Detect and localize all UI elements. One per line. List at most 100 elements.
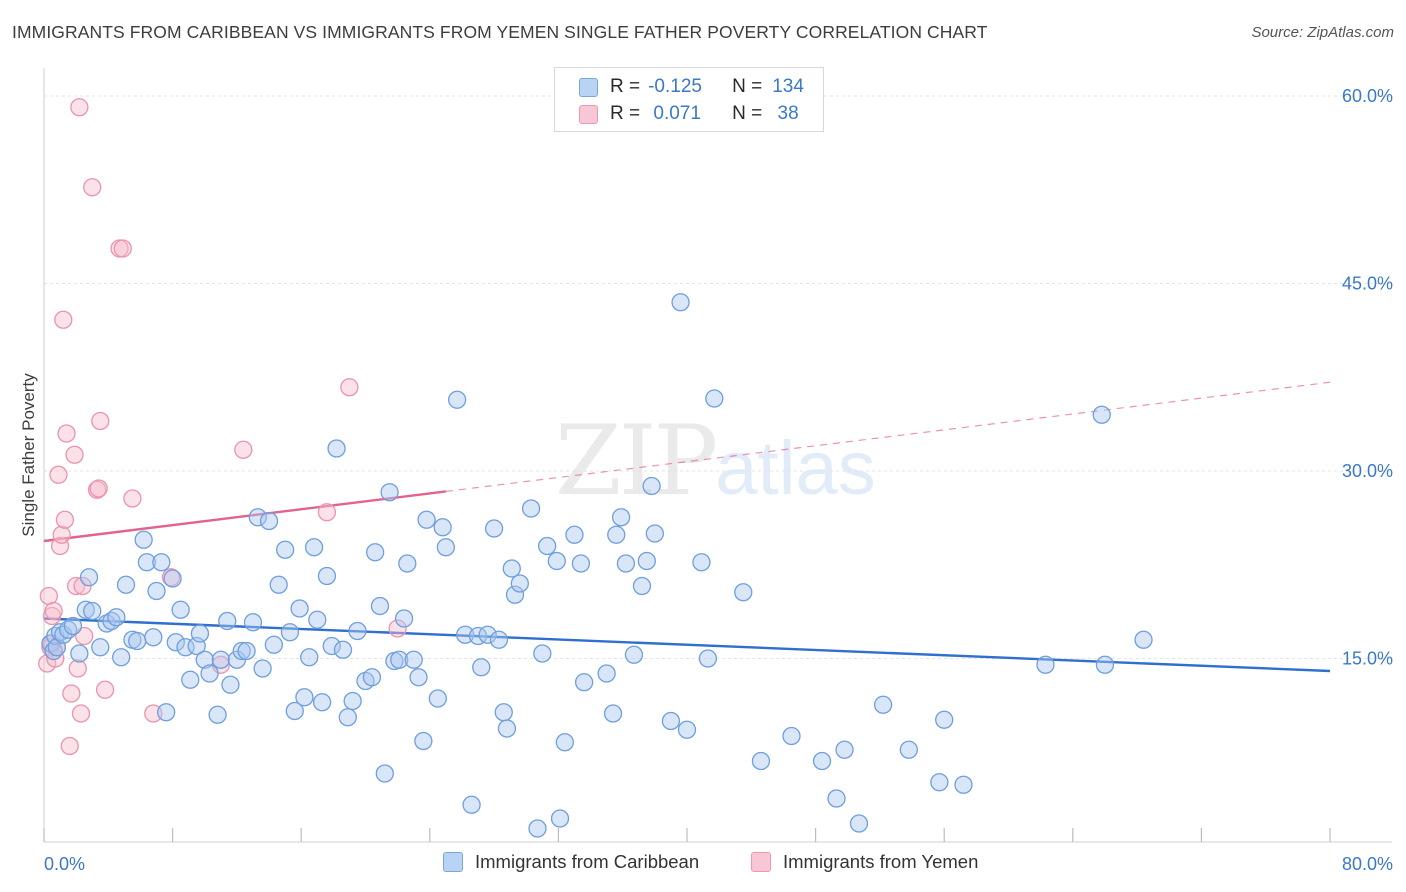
x-tick-label-end: 80.0% [1342,854,1393,874]
caribbean-point [211,650,230,669]
caribbean-point [954,775,973,794]
caribbean-point [134,530,153,549]
caribbean-point [849,814,869,833]
caribbean-point [705,389,724,408]
y-axis-label: Single Father Poverty [19,373,38,537]
yemen-point [57,424,76,443]
caribbean-point [312,693,332,712]
caribbean-point [734,583,753,602]
data-points [38,98,1153,838]
caribbean-swatch [579,77,598,97]
caribbean-point [468,626,488,646]
yemen-point [123,489,142,508]
legend-label-yemen: Immigrants from Yemen [783,851,979,872]
y-tick-label: 15.0% [1342,649,1393,669]
caribbean-point [616,554,636,573]
caribbean-point [147,581,166,601]
stats-legend: R = -0.125 N = 134 R = 0.071 N = 38 [554,67,824,132]
yemen-point [234,440,253,459]
caribbean-point [642,476,661,496]
caribbean-point [812,751,832,771]
caribbean-point [107,608,126,627]
caribbean-point [873,695,893,714]
r-label: R = [610,103,641,124]
caribbean-point [565,525,584,544]
caribbean-point [91,638,110,657]
caribbean-point [930,773,949,792]
caribbean-point [528,819,547,838]
axes [43,68,1392,843]
yemen-trend-line-extension [445,381,1331,492]
caribbean-point [414,731,433,751]
caribbean-point [935,710,954,729]
yemen-point [83,178,102,197]
yemen-point [70,98,89,117]
caribbean-point [248,508,267,527]
caribbean-point [128,631,147,651]
yemen-point [49,465,68,484]
caribbean-point [637,551,656,571]
caribbean-point [333,640,353,659]
trend-lines [43,381,1331,673]
caribbean-point [645,524,664,543]
caribbean-point [218,611,237,631]
caribbean-point [83,601,102,621]
caribbean-point [243,613,263,632]
caribbean-point [409,668,428,687]
caribbean-point [1036,655,1055,674]
caribbean-point [1134,630,1153,649]
caribbean-point [157,703,176,722]
gridlines [44,95,1392,659]
caribbean-point [97,614,116,633]
caribbean-point [221,675,240,694]
legend-item-yemen[interactable]: Immigrants from Yemen [751,851,978,873]
caribbean-point [1095,655,1115,674]
caribbean-point [505,585,525,604]
y-tick-label: 45.0% [1342,274,1393,294]
caribbean-point [611,508,631,527]
legend-item-caribbean[interactable]: Immigrants from Caribbean [443,851,699,873]
yemen-point [65,445,84,464]
caribbean-point [79,568,99,587]
caribbean-point [547,551,566,571]
chart-title: IMMIGRANTS FROM CARIBBEAN VS IMMIGRANTS … [12,22,988,42]
caribbean-point [698,649,718,668]
source-label: Source: ZipAtlas.com [1251,24,1394,41]
yemen-point [317,503,337,522]
caribbean-point [899,740,918,759]
caribbean-point [417,510,436,529]
caribbean-point [533,644,552,663]
caribbean-point [502,559,521,578]
caribbean-point [497,719,517,738]
caribbean-point [550,809,570,828]
caribbean-point [171,600,190,619]
yemen-swatch [751,852,771,872]
yemen-point [340,378,359,397]
caribbean-point [375,764,394,783]
yemen-swatch [579,104,598,124]
caribbean-point [365,543,385,562]
caribbean-point [152,553,171,572]
caribbean-point [398,554,417,573]
caribbean-point [607,525,626,544]
caribbean-point [433,518,452,537]
caribbean-point [163,569,182,588]
caribbean-point [692,553,711,572]
caribbean-point [472,658,491,677]
yemen-point [68,659,87,678]
legend-row-yemen: R = 0.071 N = 38 [579,101,799,127]
legend-label-caribbean: Immigrants from Caribbean [475,851,700,872]
caribbean-point [394,609,414,628]
caribbean-point [671,293,690,312]
yemen-point [89,479,108,498]
caribbean-point [370,596,390,616]
caribbean-point [253,659,272,678]
caribbean-swatch [443,852,463,872]
caribbean-point [232,641,251,661]
caribbean-point [632,576,652,596]
yemen-point [388,619,407,638]
caribbean-point [338,708,357,727]
caribbean-point [208,705,227,724]
caribbean-trend-line [43,617,1331,673]
caribbean-point [428,689,447,708]
